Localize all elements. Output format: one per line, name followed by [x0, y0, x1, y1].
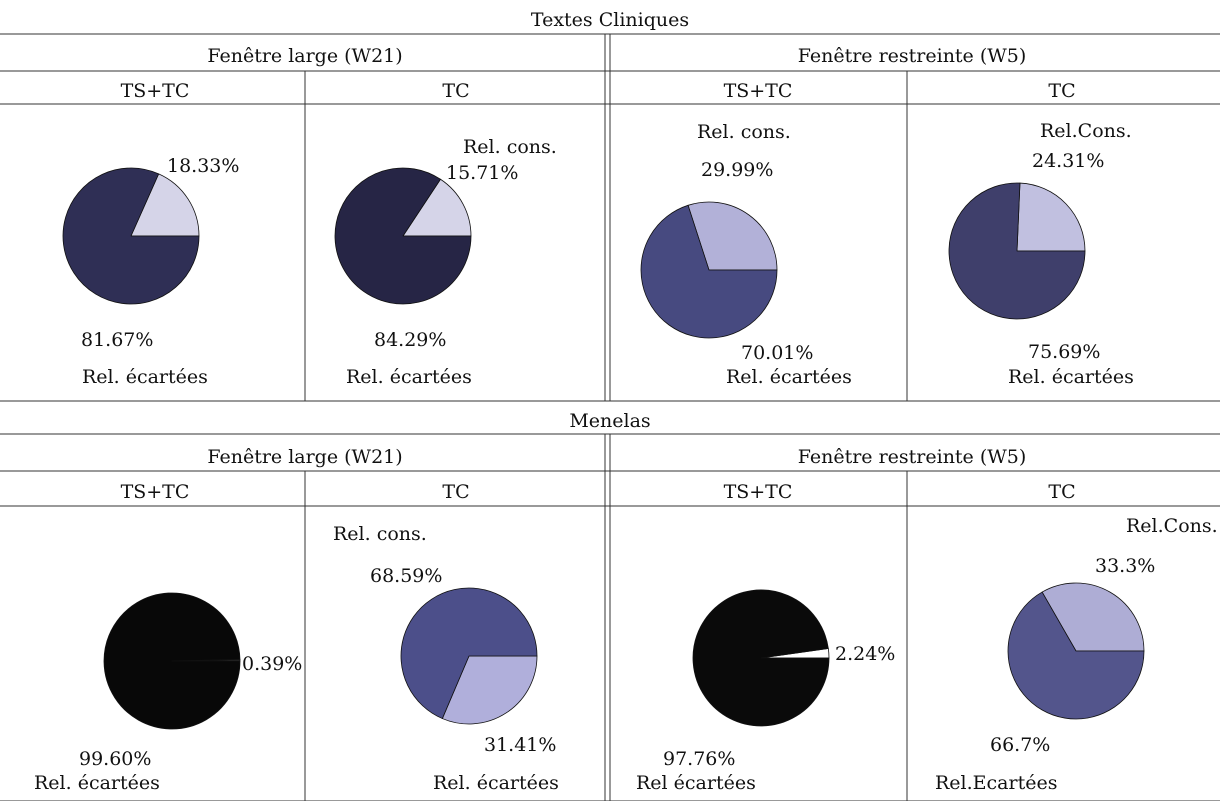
slice-name-large: Rel. écartées — [346, 366, 472, 388]
section-title: Textes Cliniques — [531, 9, 689, 31]
column-header: TS+TC — [121, 481, 190, 503]
pie-slice — [441, 655, 538, 725]
column-header: TC — [442, 80, 469, 102]
pie-slice — [62, 167, 200, 305]
section-title: Menelas — [569, 410, 650, 432]
column-header: TS+TC — [724, 80, 793, 102]
slice-name-small: Rel.Cons. — [1040, 120, 1132, 142]
slice-name-small: Rel. cons. — [463, 136, 557, 158]
column-header: TS+TC — [724, 481, 793, 503]
slice-label-small: 33.3% — [1095, 555, 1155, 577]
column-header: TC — [1048, 481, 1075, 503]
pie-slice — [1041, 582, 1145, 652]
pie-slice — [640, 204, 778, 339]
pie-slice — [692, 589, 830, 727]
pie-slice — [103, 592, 241, 730]
slice-label-small: 29.99% — [701, 159, 773, 181]
slice-name-large: Rel. écartées — [726, 366, 852, 388]
pie-slice — [130, 173, 200, 237]
column-header: TS+TC — [121, 80, 190, 102]
slice-label-large: 81.67% — [81, 329, 153, 351]
pie-slice — [1007, 591, 1145, 720]
slice-name-large: Rel écartées — [636, 772, 756, 794]
slice-label-small: 24.31% — [1032, 150, 1104, 172]
window-header-restricted: Fenêtre restreinte (W5) — [798, 446, 1027, 468]
pie-slice — [400, 587, 538, 719]
pie-charts — [62, 167, 1145, 730]
slice-name-large: Rel. écartées — [34, 772, 160, 794]
slice-name-large: Rel. écartées — [1008, 366, 1134, 388]
pie-slice — [334, 167, 472, 305]
slice-label-small: 15.71% — [446, 162, 518, 184]
slice-label-large: 70.01% — [741, 342, 813, 364]
slice-name-large: Rel.Ecartées — [935, 772, 1057, 794]
window-header-large: Fenêtre large (W21) — [207, 446, 402, 468]
pie-slice — [1016, 182, 1086, 252]
slice-label-large: 99.60% — [79, 748, 151, 770]
slice-label-large: 75.69% — [1028, 341, 1100, 363]
slice-name-large: Rel. écartées — [82, 366, 208, 388]
slice-label-large: 66.7% — [990, 734, 1050, 756]
slice-label-large: 68.59% — [370, 565, 442, 587]
window-header-large: Fenêtre large (W21) — [207, 45, 402, 67]
slice-label-small: 31.41% — [484, 734, 556, 756]
slice-label-small: 0.39% — [242, 653, 302, 675]
slice-label-large: 97.76% — [663, 748, 735, 770]
slice-label-small: 2.24% — [835, 643, 895, 665]
pie-slice — [948, 182, 1086, 320]
slice-name-small: Rel. cons. — [697, 121, 791, 143]
pie-slice — [687, 201, 778, 271]
slice-name-large: Rel. cons. — [333, 523, 427, 545]
pie-labels: 18.33% 81.67% Rel. écartées Rel. cons. 1… — [34, 120, 1218, 794]
column-header: TC — [442, 481, 469, 503]
grid-lines — [0, 33, 1220, 801]
slice-label-large: 84.29% — [374, 329, 446, 351]
footer-label: Rel. écartées — [433, 772, 559, 794]
window-header-restricted: Fenêtre restreinte (W5) — [798, 45, 1027, 67]
pie-slice — [402, 178, 472, 237]
slice-name-small: Rel.Cons. — [1126, 515, 1218, 537]
slice-label-small: 18.33% — [167, 155, 239, 177]
column-header: TC — [1048, 80, 1075, 102]
